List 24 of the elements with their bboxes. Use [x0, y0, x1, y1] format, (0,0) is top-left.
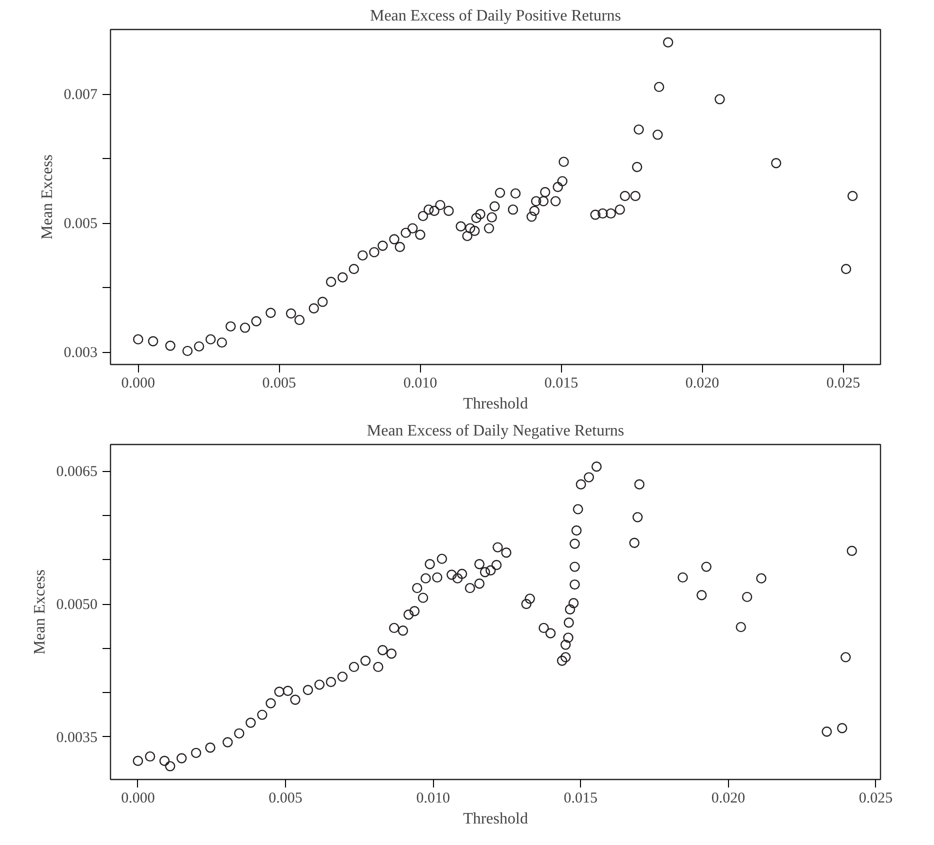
x-tick-label: 0.020	[711, 790, 746, 806]
x-tick-label: 0.015	[544, 376, 578, 392]
x-tick-label: 0.010	[403, 376, 438, 392]
x-tick-label: 0.020	[685, 376, 720, 392]
y-tick-label: 0.005	[64, 216, 98, 232]
x-tick-label: 0.025	[858, 790, 893, 806]
x-axis-title: Threshold	[463, 810, 528, 828]
y-tick-label: 0.007	[64, 87, 98, 104]
x-tick-label: 0.015	[564, 790, 598, 806]
y-axis-title: Mean Excess	[31, 570, 48, 654]
y-tick-label: 0.0035	[56, 730, 98, 746]
x-tick-label: 0.000	[121, 790, 155, 806]
x-tick-label: 0.005	[268, 790, 302, 806]
x-tick-label: 0.000	[121, 376, 156, 392]
x-tick-label: 0.010	[416, 790, 450, 806]
y-tick-label: 0.0050	[56, 597, 98, 614]
chart-title: Mean Excess of Daily Negative Returns	[366, 422, 624, 440]
y-tick-label: 0.003	[64, 345, 98, 362]
chart-title: Mean Excess of Daily Positive Returns	[370, 8, 622, 24]
y-tick-label: 0.0065	[56, 464, 98, 480]
x-axis-title: Threshold	[463, 396, 528, 412]
x-tick-label: 0.005	[262, 376, 296, 392]
y-axis-title: Mean Excess	[38, 154, 56, 240]
x-tick-label: 0.025	[826, 376, 860, 392]
